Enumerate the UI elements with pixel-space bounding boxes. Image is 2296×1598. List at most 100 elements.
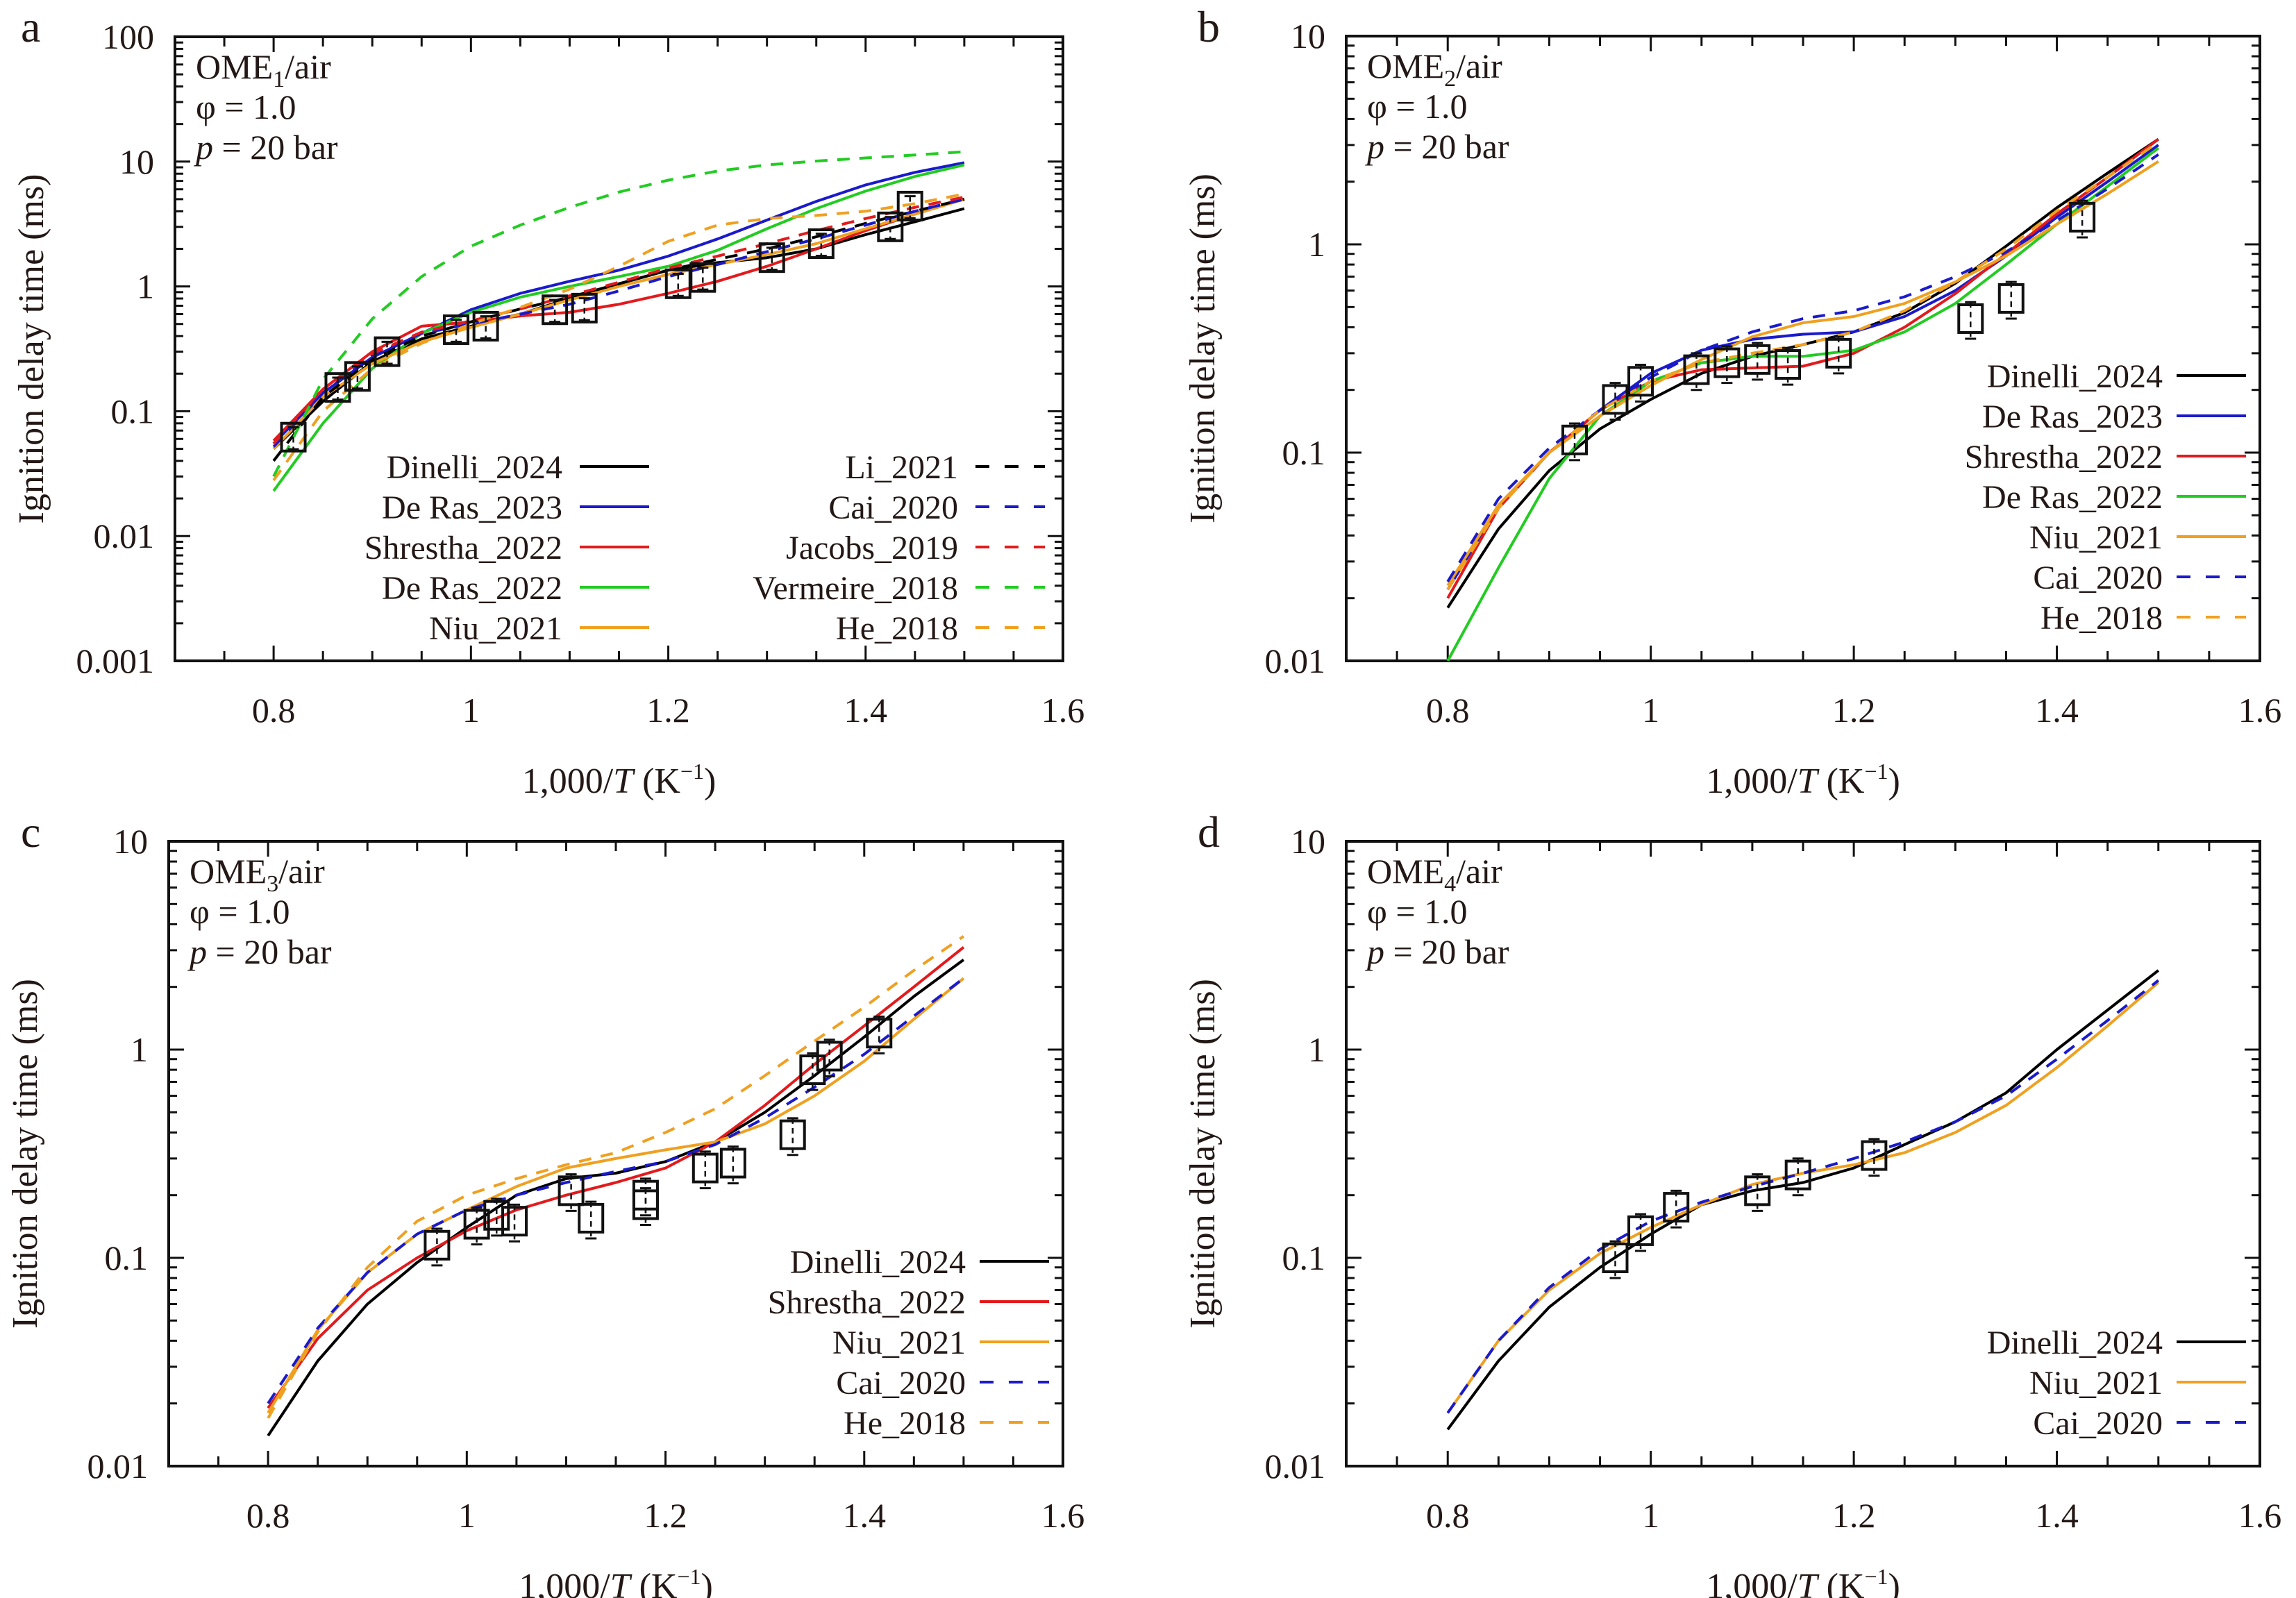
y-tick-label: 10: [113, 822, 148, 861]
legend-entry: Niu_2021: [832, 1324, 1049, 1361]
experiment-marker: [1784, 1159, 1811, 1191]
y-tick-label: 100: [102, 17, 154, 56]
legend-label: Dinelli_2024: [1987, 1324, 2163, 1361]
experiment-point: [1602, 382, 1629, 421]
x-tick-label: 1.6: [2238, 1496, 2282, 1535]
legend-label: He_2018: [2041, 600, 2163, 637]
annotation-pressure-var: p: [1365, 932, 1384, 971]
experiment-point: [1683, 352, 1710, 392]
legend-entry: Cai_2020: [2033, 1405, 2246, 1442]
series-group: [272, 150, 965, 492]
y-tick-label: 0.01: [1265, 641, 1326, 680]
x-tick-label: 1.6: [1041, 691, 1085, 730]
experiment-marker: [1957, 303, 1984, 334]
legend-entry: Cai_2020: [836, 1365, 1049, 1402]
x-tick-label: 0.8: [1426, 1496, 1470, 1535]
legend-label: He_2018: [844, 1405, 966, 1442]
series-line-jacobs_2019: [272, 195, 965, 445]
experiment-marker: [344, 361, 371, 392]
legend-entry: Cai_2020: [828, 489, 1045, 526]
x-tick-label: 0.8: [252, 691, 296, 730]
experiment-marker: [1744, 344, 1771, 375]
y-tick-label: 0.01: [94, 516, 155, 555]
annotation-pressure: p = 20 bar: [1365, 127, 1509, 166]
experiment-point: [689, 262, 717, 293]
y-tick-label: 1: [1308, 225, 1325, 264]
series-line-shrestha_2022: [272, 197, 965, 442]
experiment-marker: [719, 1147, 746, 1179]
experiment-marker: [1744, 1175, 1771, 1206]
legend-entry: Cai_2020: [2033, 560, 2246, 596]
annotation-pressure-value: = 20 bar: [213, 128, 338, 167]
y-tick-label: 0.01: [1265, 1447, 1326, 1486]
annotation-pressure-value: = 20 bar: [1384, 932, 1509, 971]
series-line-de-ras_2023: [272, 161, 965, 445]
x-tick-label: 1.4: [843, 1496, 887, 1535]
experiment-marker: [501, 1206, 528, 1237]
y-tick-label: 1: [1308, 1030, 1325, 1069]
experiment-point: [558, 1173, 585, 1212]
experiment-marker: [1602, 1243, 1629, 1273]
annotation-pressure-var: p: [1365, 127, 1384, 166]
experiment-marker: [571, 292, 598, 323]
experiment-point: [1561, 422, 1588, 462]
legend-entry: Shrestha_2022: [364, 530, 649, 566]
x-axis-title: 1,000/T (K−1): [1706, 759, 1900, 801]
annotation-fuel-rest: /air: [285, 47, 331, 86]
legend-entry: De Ras_2022: [382, 570, 649, 607]
legend-label: Cai_2020: [2033, 560, 2163, 596]
y-axis-title: Ignition delay time (ms): [6, 979, 45, 1329]
legend-label: Shrestha_2022: [768, 1284, 966, 1321]
annotation-pressure-var: p: [194, 128, 213, 167]
legend-entry: De Ras_2023: [382, 489, 649, 526]
experiment-marker: [816, 1041, 843, 1072]
y-tick-label: 0.01: [87, 1447, 149, 1486]
annotation-fuel-rest: /air: [1456, 47, 1502, 85]
legend-label: Cai_2020: [2033, 1405, 2163, 1442]
y-tick-label: 1: [131, 1030, 148, 1069]
experiment-point: [632, 1177, 659, 1217]
x-axis-title: 1,000/T (K−1): [519, 1564, 713, 1598]
legend-label: Cai_2020: [836, 1365, 966, 1402]
experiment-marker: [1683, 354, 1710, 385]
experiment-point: [424, 1227, 451, 1267]
legend-entry: De Ras_2022: [1982, 479, 2246, 516]
x-axis-title-close: ): [1888, 762, 1900, 801]
x-axis-title-var: T: [1798, 1567, 1820, 1598]
x-axis-title-close: ): [1888, 1567, 1900, 1598]
annotation-fuel-sub: 1: [273, 67, 285, 92]
x-axis-title-close: ): [701, 1567, 712, 1598]
x-tick-label: 1.4: [844, 691, 888, 730]
legend-label: Cai_2020: [828, 489, 958, 526]
panel-a: a 0.8 1 1.2 1.4 1.6 0.001 0.01 0.1 1 10 100 1,000/T …: [12, 2, 1084, 801]
annotation-fuel: OME2/air: [1367, 47, 1502, 92]
experiment-point: [1775, 346, 1802, 386]
experiment-marker: [1861, 1140, 1888, 1171]
series-line-dinelli_2024: [267, 958, 965, 1437]
experiment-marker: [558, 1175, 585, 1206]
experiment-marker: [1825, 337, 1852, 369]
legend-entry: Niu_2021: [429, 610, 649, 647]
experiment-marker: [758, 242, 785, 274]
legend-label: Jacobs_2019: [786, 530, 958, 566]
annotation-pressure-var: p: [187, 932, 207, 971]
annotation-fuel-name: OME: [1367, 47, 1444, 85]
experiment-point: [501, 1203, 528, 1243]
experiment-marker: [877, 211, 904, 242]
legend-entry: Dinelli_2024: [790, 1244, 1049, 1281]
experiment-marker: [689, 262, 717, 293]
experiment-marker: [896, 190, 923, 221]
legend-entry: Shrestha_2022: [768, 1284, 1049, 1321]
experiment-marker: [1561, 424, 1588, 455]
experiment-point: [866, 1015, 893, 1054]
x-axis-title-unit: (K: [1818, 762, 1865, 801]
series-line-vermeire_2018: [272, 150, 965, 478]
experiment-point: [1602, 1240, 1629, 1279]
experiment-marker: [1775, 349, 1802, 380]
experiment-point: [324, 372, 351, 403]
experiment-point: [1861, 1138, 1888, 1177]
panel-letter: b: [1198, 2, 1220, 51]
experiment-point: [463, 1206, 490, 1246]
y-axis-title: Ignition delay time (ms): [12, 174, 51, 523]
